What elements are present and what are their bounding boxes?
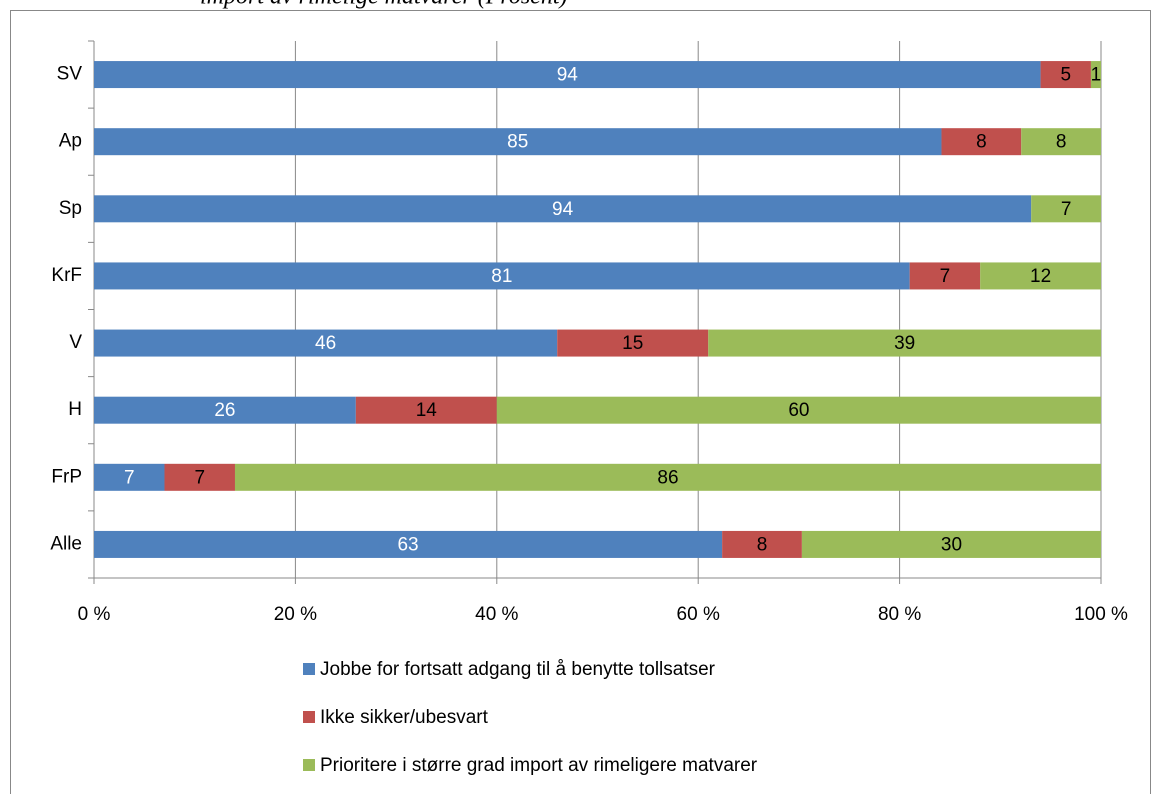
- data-label: 81: [491, 266, 512, 287]
- data-label: 15: [622, 333, 643, 354]
- legend-label: Jobbe for fortsatt adgang til å benytte …: [320, 659, 716, 680]
- bar-segment: [94, 195, 1032, 223]
- bar-segment: [1021, 128, 1101, 156]
- x-tick-label: 60 %: [677, 604, 720, 625]
- bar-segment: [980, 262, 1101, 290]
- bar-segment: [94, 396, 356, 424]
- chart-border: [10, 10, 1151, 794]
- data-label: 30: [941, 534, 962, 555]
- bar-segment: [355, 396, 497, 424]
- data-label: 12: [1030, 266, 1051, 287]
- y-tick-label: KrF: [51, 265, 82, 286]
- bar-segment: [94, 61, 1041, 89]
- x-tick-label: 40 %: [475, 604, 518, 625]
- data-label: 46: [315, 333, 336, 354]
- legend-label: Prioritere i større grad import av rimel…: [320, 755, 758, 776]
- y-tick-label: H: [68, 399, 82, 420]
- bar-segment: [94, 530, 723, 558]
- bar-segment: [94, 128, 942, 156]
- bar-segment: [94, 463, 165, 491]
- x-tick-label: 20 %: [274, 604, 317, 625]
- y-tick-label: V: [69, 332, 82, 353]
- bar-segment: [496, 396, 1101, 424]
- bar-segment: [722, 530, 802, 558]
- x-tick-label: 100 %: [1074, 604, 1128, 625]
- y-tick-label: Sp: [59, 198, 82, 219]
- bar-segment: [557, 329, 709, 357]
- chart-title: import av rimelige matvarer (Prosent): [200, 0, 568, 10]
- data-label: 7: [124, 467, 135, 488]
- data-label: 1: [1091, 65, 1102, 86]
- data-label: 7: [1061, 199, 1072, 220]
- bar-segment: [94, 329, 558, 357]
- data-label: 63: [397, 534, 418, 555]
- data-label: 8: [757, 534, 768, 555]
- data-label: 8: [976, 132, 987, 153]
- data-label: 7: [940, 266, 951, 287]
- data-label: 85: [507, 132, 528, 153]
- y-tick-label: SV: [57, 64, 83, 85]
- data-label: 7: [194, 467, 205, 488]
- x-tick-label: 0 %: [78, 604, 111, 625]
- bar-segment: [1090, 61, 1101, 89]
- data-label: 8: [1056, 132, 1067, 153]
- data-label: 94: [552, 199, 574, 220]
- bar-segment: [1040, 61, 1091, 89]
- bar-segment: [234, 463, 1102, 491]
- bar-segment: [94, 262, 910, 290]
- legend-swatch: [303, 663, 315, 675]
- y-tick-label: FrP: [51, 466, 82, 487]
- legend-swatch: [303, 759, 315, 771]
- y-tick-label: Ap: [59, 131, 82, 152]
- bar-segment: [1031, 195, 1101, 223]
- data-label: 86: [657, 467, 678, 488]
- legend-swatch: [303, 711, 315, 723]
- legend-label: Ikke sikker/ubesvart: [320, 707, 489, 728]
- data-label: 39: [894, 333, 915, 354]
- data-label: 60: [788, 400, 809, 421]
- data-label: 26: [214, 400, 235, 421]
- bar-segment: [909, 262, 981, 290]
- bar-segment: [801, 530, 1101, 558]
- data-label: 14: [416, 400, 438, 421]
- data-label: 5: [1060, 65, 1071, 86]
- bar-segment: [164, 463, 235, 491]
- y-tick-label: Alle: [50, 533, 82, 554]
- bar-segment: [708, 329, 1101, 357]
- data-label: 94: [557, 65, 579, 86]
- x-tick-label: 80 %: [878, 604, 921, 625]
- bar-segment: [941, 128, 1022, 156]
